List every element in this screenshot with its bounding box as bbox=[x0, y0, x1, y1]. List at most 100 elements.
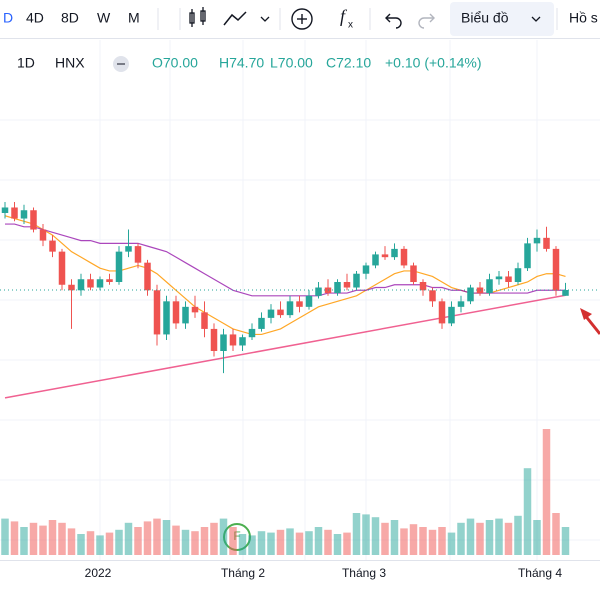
candle-body bbox=[182, 306, 189, 324]
volume-bar bbox=[219, 518, 228, 555]
candle-body bbox=[77, 279, 85, 291]
volume-bar bbox=[257, 531, 266, 555]
interval-button[interactable]: W bbox=[97, 10, 111, 26]
volume-bar bbox=[39, 525, 47, 555]
volume-bar bbox=[390, 520, 399, 555]
volume-bar bbox=[352, 513, 361, 555]
volume-bar bbox=[124, 522, 133, 555]
candle-body bbox=[210, 328, 218, 351]
candle-body bbox=[115, 251, 123, 282]
legend-change: +0.10 (+0.14%) bbox=[385, 55, 482, 71]
candle-body bbox=[305, 295, 313, 307]
candle-body bbox=[106, 279, 113, 282]
candle-body bbox=[58, 251, 66, 285]
candle-body bbox=[391, 248, 398, 258]
volume-bar bbox=[105, 532, 114, 555]
chart-menu[interactable]: Biểu đồ bbox=[461, 10, 509, 26]
interval-button[interactable]: 4D bbox=[26, 10, 44, 26]
indicator-button[interactable] bbox=[223, 11, 247, 26]
candle-body bbox=[419, 282, 427, 291]
candle-body bbox=[381, 254, 389, 258]
volume-bar bbox=[561, 527, 570, 555]
interval-button[interactable]: M bbox=[128, 10, 140, 26]
redo-button[interactable] bbox=[418, 17, 434, 29]
volume-bar bbox=[1, 518, 9, 555]
x-axis-label: Tháng 4 bbox=[518, 566, 562, 580]
x-axis-label: Tháng 2 bbox=[221, 566, 265, 580]
candle-type-button[interactable] bbox=[189, 7, 206, 27]
volume-bar bbox=[276, 529, 285, 555]
x-axis-label: 2022 bbox=[85, 566, 112, 580]
toolbar: D 4D 8D W M f x Biểu đồ Hồ s bbox=[0, 0, 600, 39]
volume-bar bbox=[267, 532, 275, 555]
volume-bar bbox=[343, 532, 351, 555]
volume-bar bbox=[67, 528, 76, 555]
candle-body bbox=[144, 262, 151, 291]
fx-button[interactable]: f bbox=[340, 6, 348, 26]
candle-body bbox=[258, 317, 265, 329]
legend: 1D HNX O70.00 H74.70 L70.00 C72.10 +0.10… bbox=[17, 55, 482, 72]
candle-body bbox=[429, 290, 436, 302]
legend-close: C72.10 bbox=[326, 55, 371, 71]
x-axis-label: Tháng 3 bbox=[342, 566, 386, 580]
candle-body bbox=[514, 268, 522, 282]
candle-body bbox=[334, 282, 341, 294]
volume-bar bbox=[428, 529, 437, 555]
volume-bar bbox=[48, 520, 57, 555]
interval-button[interactable]: 8D bbox=[61, 10, 79, 26]
volume-bar bbox=[181, 529, 190, 555]
candle-body bbox=[362, 265, 370, 274]
candle-body bbox=[11, 207, 18, 219]
candle-body bbox=[400, 248, 408, 266]
volume-bar bbox=[542, 429, 551, 555]
add-button[interactable] bbox=[291, 8, 313, 30]
volume-bar bbox=[295, 532, 304, 555]
volume-bar bbox=[419, 527, 427, 555]
volume-bar bbox=[495, 518, 503, 555]
undo-button[interactable] bbox=[386, 17, 402, 29]
candle-body bbox=[220, 334, 227, 351]
legend-interval: 1D bbox=[17, 55, 35, 71]
volume-bar bbox=[10, 521, 19, 555]
candle-body bbox=[505, 276, 512, 282]
interval-button[interactable]: D bbox=[3, 10, 13, 26]
candle-body bbox=[543, 237, 550, 249]
candle-body bbox=[49, 240, 56, 252]
trend-line bbox=[4, 294, 566, 399]
volume-bar bbox=[362, 514, 370, 555]
dropdown-arrow bbox=[531, 16, 541, 22]
candle-body bbox=[552, 248, 560, 291]
candle-body bbox=[410, 265, 417, 282]
volume-bar bbox=[191, 531, 199, 555]
candle-body bbox=[134, 246, 142, 263]
candle-body bbox=[239, 337, 246, 346]
candle-body bbox=[96, 279, 104, 288]
candle-body bbox=[533, 237, 541, 244]
annotation-arrow bbox=[580, 308, 600, 335]
volume-bar bbox=[86, 531, 95, 555]
candle-body bbox=[68, 284, 75, 291]
candle-body bbox=[343, 282, 351, 288]
volume-bar bbox=[286, 528, 294, 555]
volume-bar bbox=[438, 527, 446, 555]
candle-body bbox=[353, 273, 360, 288]
candle-body bbox=[201, 312, 208, 329]
candle-body bbox=[87, 279, 94, 288]
candle-body bbox=[125, 246, 132, 252]
volume-bar bbox=[58, 522, 66, 555]
volume-bar bbox=[305, 531, 313, 555]
profile-menu[interactable]: Hồ s bbox=[569, 10, 598, 26]
candle-body bbox=[315, 287, 322, 296]
dropdown-arrow[interactable] bbox=[260, 16, 270, 22]
candle-body bbox=[486, 279, 493, 294]
candle-body bbox=[172, 301, 180, 324]
volume-bar bbox=[115, 529, 123, 555]
candle-body bbox=[495, 276, 503, 280]
candle-body bbox=[1, 207, 9, 213]
volume-bar bbox=[457, 522, 465, 555]
volume-bar bbox=[371, 517, 380, 555]
chart-menu-bg bbox=[450, 2, 554, 36]
legend-open: O70.00 bbox=[152, 55, 198, 71]
candle-body bbox=[267, 309, 275, 318]
